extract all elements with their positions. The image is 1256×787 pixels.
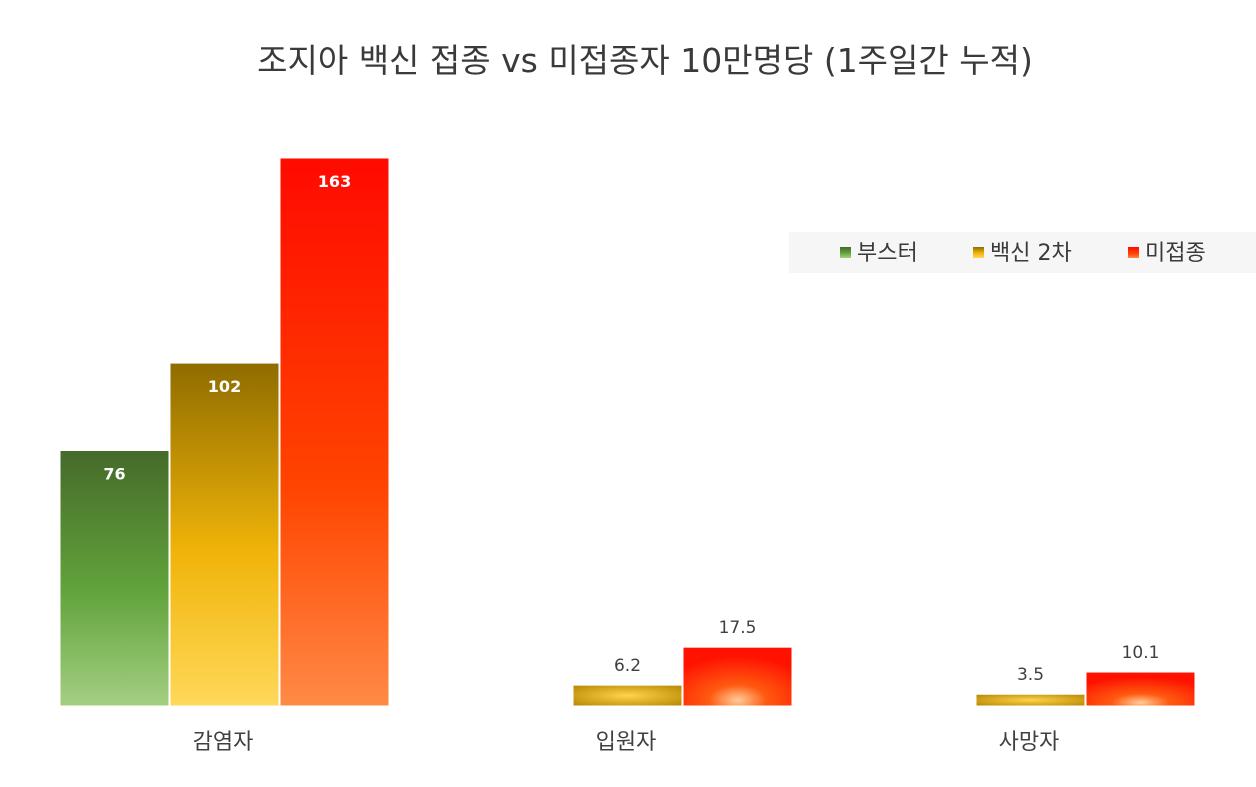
category-label: 입원자 — [596, 730, 657, 755]
bar-입원자-미접종 — [682, 646, 793, 707]
legend-swatch — [840, 247, 851, 258]
data-label-입원자-미접종: 17.5 — [719, 618, 757, 638]
legend: 부스터 백신 2차 미접종 — [789, 232, 1256, 273]
legend-label: 부스터 — [857, 241, 918, 266]
category-label: 사망자 — [999, 730, 1060, 755]
legend-item-백신 2차: 백신 2차 — [973, 241, 1072, 266]
legend-swatch — [973, 247, 984, 258]
bar-사망자-미접종 — [1085, 671, 1196, 707]
data-label-감염자-백신 2차: 102 — [208, 377, 241, 396]
legend-item-부스터: 부스터 — [840, 241, 918, 266]
category-axis: 감염자 입원자 사망자 — [193, 730, 1060, 755]
data-label-사망자-미접종: 10.1 — [1122, 643, 1160, 663]
legend-item-미접종: 미접종 — [1128, 241, 1206, 266]
data-label-입원자-백신 2차: 6.2 — [614, 656, 641, 676]
bar-감염자-부스터 — [59, 449, 170, 707]
data-label-감염자-부스터: 76 — [103, 464, 125, 483]
chart-title: 조지아 백신 접종 vs 미접종자 10만명당 (1주일간 누적) — [257, 41, 1033, 80]
bar-사망자-백신 2차 — [975, 693, 1086, 707]
legend-label: 백신 2차 — [990, 241, 1072, 266]
legend-label: 미접종 — [1145, 241, 1206, 266]
bar-감염자-미접종 — [279, 157, 390, 707]
legend-swatch — [1128, 247, 1139, 258]
legend-background — [789, 232, 1256, 273]
data-labels: 76 102 163 6.2 17.5 3.5 10.1 — [103, 172, 1159, 685]
data-label-사망자-백신 2차: 3.5 — [1017, 665, 1044, 685]
category-label: 감염자 — [193, 730, 254, 755]
bars-layer — [59, 157, 1196, 707]
data-label-감염자-미접종: 163 — [318, 172, 351, 191]
bar-입원자-백신 2차 — [572, 684, 683, 707]
bar-감염자-백신 2차 — [169, 362, 280, 707]
